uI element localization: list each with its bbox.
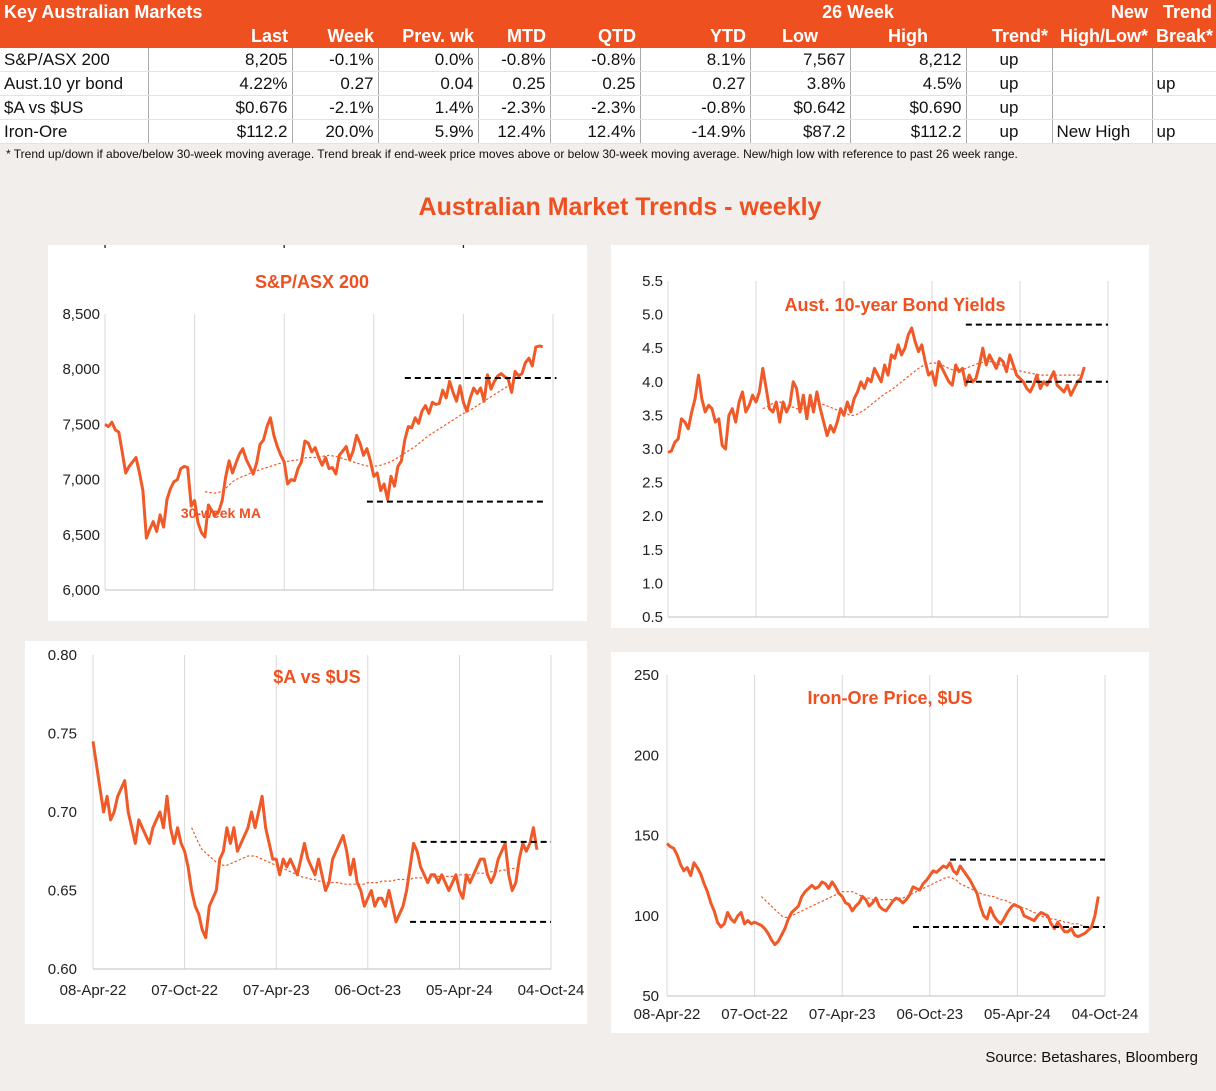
- chart-title: Aust. 10-year Bond Yields: [784, 295, 1005, 315]
- table-footnote: * Trend up/down if above/below 30-week m…: [6, 147, 1018, 161]
- y-tick-label: 6,500: [62, 527, 100, 544]
- header-new: New: [1052, 0, 1153, 24]
- table-title: Key Australian Markets: [0, 0, 293, 24]
- y-tick-label: 4.0: [642, 374, 663, 391]
- moving-average-line: [204, 383, 512, 494]
- y-tick-label: 0.65: [48, 883, 77, 900]
- moving-average-line: [760, 876, 1085, 926]
- x-tick-label: 07-Apr-23: [243, 982, 310, 999]
- y-tick-label: 5.5: [642, 273, 663, 290]
- y-tick-label: 4.5: [642, 340, 663, 357]
- col-last: Last: [148, 24, 293, 48]
- y-tick-label: 100: [634, 908, 659, 925]
- col-ytd: YTD: [640, 24, 751, 48]
- moving-average-line: [762, 360, 1081, 416]
- x-tick-label: 04-Oct-24: [1072, 1006, 1139, 1023]
- price-series-line: [104, 344, 543, 540]
- table-row: S&P/ASX 200 8,205 -0.1% 0.0% -0.8% -0.8%…: [0, 48, 1216, 72]
- header-trend: Trend: [1152, 0, 1216, 24]
- y-tick-label: 1.0: [642, 575, 663, 592]
- y-tick-label: 0.75: [48, 726, 77, 743]
- col-prev-wk: Prev. wk: [378, 24, 479, 48]
- col-qtd: QTD: [550, 24, 641, 48]
- table-row: Aust.10 yr bond 4.22% 0.27 0.04 0.25 0.2…: [0, 71, 1216, 96]
- page-title: Australian Market Trends - weekly: [418, 193, 822, 221]
- price-series-line: [91, 741, 539, 940]
- col-high-low: High/Low*: [1052, 24, 1153, 48]
- y-tick-label: 7,500: [62, 416, 100, 433]
- x-tick-label: 07-Oct-22: [161, 245, 228, 249]
- table-header-columns: Last Week Prev. wk MTD QTD YTD Low High …: [0, 24, 1216, 48]
- ma-annotation: 30-week MA: [181, 505, 261, 521]
- chart-title: $A vs $US: [273, 667, 360, 687]
- table-header-top: Key Australian Markets 26 Week New Trend: [0, 0, 1216, 24]
- col-high: High: [850, 24, 967, 48]
- price-series-line: [667, 326, 1086, 454]
- x-tick-label: 08-Apr-22: [634, 1006, 701, 1023]
- source-note: Source: Betashares, Bloomberg: [985, 1049, 1198, 1066]
- col-week: Week: [292, 24, 379, 48]
- group-header-26-week: 26 Week: [750, 0, 967, 24]
- y-tick-label: 3.5: [642, 407, 663, 424]
- aud-usd-chart: 0.60 0.65 0.70 0.75 0.80 08-Apr-22 07-Oct-22 07…: [48, 647, 585, 999]
- y-tick-label: 6,000: [62, 582, 100, 599]
- bond-yield-chart: 0.5 1.0 1.5 2.0 2.5 3.0 3.5 4.0 4.5 5.0 5.5 Aust. 1…: [642, 273, 1109, 626]
- y-tick-label: 2.0: [642, 508, 663, 525]
- y-tick-label: 250: [634, 667, 659, 684]
- col-low: Low: [750, 24, 851, 48]
- x-tick-label: 05-Apr-24: [426, 982, 493, 999]
- asx200-chart: 6,000 6,500 7,000 7,500 8,000 8,500 08-Apr-22 0…: [62, 245, 587, 599]
- y-tick-label: 0.5: [642, 609, 663, 626]
- x-tick-label: 08-Apr-22: [60, 982, 127, 999]
- x-tick-label: 06-Oct-23: [334, 982, 401, 999]
- y-tick-label: 5.0: [642, 307, 663, 324]
- x-tick-label: 06-Oct-23: [340, 245, 407, 249]
- y-tick-label: 50: [642, 988, 659, 1005]
- iron-ore-chart: 50 100 150 200 250 08-Apr-22 07-Oct-22 07-Apr-2…: [634, 667, 1139, 1023]
- y-tick-label: 0.80: [48, 647, 77, 664]
- chart-title: S&P/ASX 200: [255, 272, 369, 292]
- y-tick-label: 8,500: [62, 306, 100, 323]
- x-tick-label: 05-Apr-24: [984, 1006, 1051, 1023]
- y-tick-label: 8,000: [62, 361, 100, 378]
- chart-title: Iron-Ore Price, $US: [807, 688, 972, 708]
- key-markets-table: Key Australian Markets 26 Week New Trend…: [0, 0, 1216, 144]
- y-tick-label: 3.0: [642, 441, 663, 458]
- y-tick-label: 2.5: [642, 475, 663, 492]
- y-tick-label: 0.60: [48, 961, 77, 978]
- x-tick-label: 07-Apr-23: [251, 245, 318, 249]
- chart-panel-iron-ore: 50 100 150 200 250 08-Apr-22 07-Oct-22 07-Apr-2…: [611, 652, 1149, 1033]
- x-tick-label: 07-Oct-22: [151, 982, 218, 999]
- chart-panel-asx200: 6,000 6,500 7,000 7,500 8,000 8,500 08-Apr-22 0…: [48, 245, 587, 621]
- x-tick-label: 04-Oct-24: [518, 982, 585, 999]
- col-mtd: MTD: [478, 24, 551, 48]
- price-series-line: [665, 842, 1100, 947]
- x-tick-label: 08-Apr-22: [72, 245, 139, 249]
- table-row: Iron-Ore $112.2 20.0% 5.9% 12.4% 12.4% -…: [0, 119, 1216, 144]
- x-tick-label: 04-Oct-24: [520, 245, 587, 249]
- y-tick-label: 0.70: [48, 804, 77, 821]
- x-tick-label: 05-Apr-24: [430, 245, 497, 249]
- x-tick-label: 07-Apr-23: [809, 1006, 876, 1023]
- chart-panel-bond-yields: 0.5 1.0 1.5 2.0 2.5 3.0 3.5 4.0 4.5 5.0 5.5 Aust. 1…: [611, 245, 1149, 628]
- y-tick-label: 7,000: [62, 472, 100, 489]
- x-tick-label: 06-Oct-23: [896, 1006, 963, 1023]
- chart-panel-aud-usd: 0.60 0.65 0.70 0.75 0.80 08-Apr-22 07-Oct-22 07…: [25, 641, 587, 1024]
- table-row: $A vs $US $0.676 -2.1% 1.4% -2.3% -2.3% …: [0, 95, 1216, 120]
- x-tick-label: 07-Oct-22: [721, 1006, 788, 1023]
- col-trend: Trend*: [966, 24, 1053, 48]
- y-tick-label: 150: [634, 828, 659, 845]
- moving-average-line: [191, 827, 520, 885]
- y-tick-label: 1.5: [642, 542, 663, 559]
- col-break: Break*: [1152, 24, 1216, 48]
- y-tick-label: 200: [634, 747, 659, 764]
